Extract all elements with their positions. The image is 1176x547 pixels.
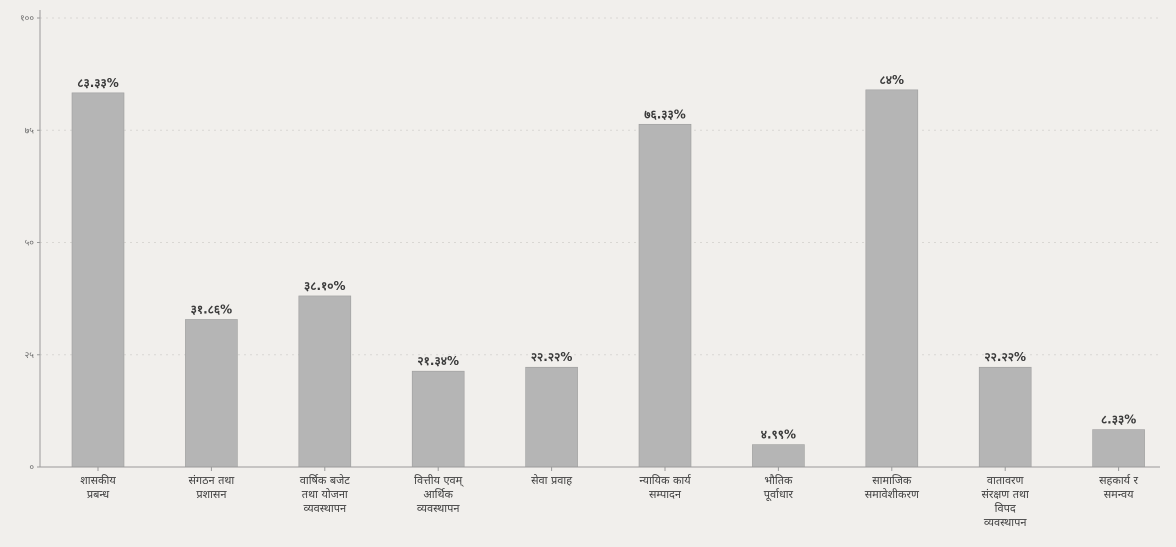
x-tick-label: सामाजिक समावेशीकरण bbox=[865, 474, 920, 501]
bar bbox=[638, 123, 692, 468]
x-tick-label: न्यायिक कार्य सम्पादन bbox=[639, 474, 691, 501]
x-tick-label: वार्षिक बजेट तथा योजना व्यवस्थापन bbox=[300, 474, 351, 515]
bars-group bbox=[71, 89, 1145, 468]
x-tick-label: सेवा प्रवाह bbox=[531, 474, 572, 487]
data-label: २२.२२% bbox=[531, 350, 573, 364]
x-tick-label: वित्तीय एवम् आर्थिक व्यवस्थापन bbox=[414, 474, 464, 515]
bar bbox=[865, 89, 919, 468]
data-label: ८.३३% bbox=[1101, 413, 1136, 427]
x-tick-label: भौतिक पूर्वाधार bbox=[764, 474, 794, 502]
data-label: ३८.१०% bbox=[304, 279, 346, 293]
bar bbox=[185, 319, 238, 468]
data-label: ८४% bbox=[880, 73, 905, 87]
x-tick-label: संगठन तथा प्रशासन bbox=[189, 474, 235, 501]
y-tick-label: ७५ bbox=[25, 126, 35, 136]
bar bbox=[1092, 429, 1145, 468]
bar bbox=[411, 370, 465, 468]
value-labels: ८३.३३% ३१.८६% ३८.१०% २१.३४% २२.२२% ७६.३३% ४.९९… bbox=[77, 73, 1136, 442]
x-tick-label: शासकीय प्रबन्ध bbox=[80, 474, 116, 501]
data-label: ३१.८६% bbox=[191, 302, 233, 316]
bar bbox=[978, 366, 1032, 468]
y-tick-label: ० bbox=[29, 463, 34, 473]
data-label: २१.३४% bbox=[417, 354, 459, 368]
x-tick-label: वातावरण संरक्षण तथा विपद व्यवस्थापन bbox=[981, 474, 1029, 529]
x-tick-label: सहकार्य र समन्वय bbox=[1099, 474, 1138, 501]
y-tick-label: २५ bbox=[25, 351, 35, 361]
category-labels: शासकीय प्रबन्ध संगठन तथा प्रशासन वार्षिक बजे… bbox=[80, 467, 1139, 529]
bar bbox=[298, 295, 352, 468]
data-label: ८३.३३% bbox=[77, 76, 119, 90]
bar bbox=[525, 366, 578, 468]
bar bbox=[71, 92, 125, 468]
y-tick-label: ५० bbox=[25, 239, 35, 249]
data-label: ७६.३३% bbox=[644, 107, 686, 121]
bar bbox=[752, 444, 805, 468]
data-label: २२.२२% bbox=[984, 350, 1026, 364]
data-label: ४.९९% bbox=[761, 428, 796, 442]
y-tick-labels: ० २५ ५० ७५ १०० bbox=[20, 14, 40, 473]
y-tick-label: १०० bbox=[20, 14, 34, 24]
